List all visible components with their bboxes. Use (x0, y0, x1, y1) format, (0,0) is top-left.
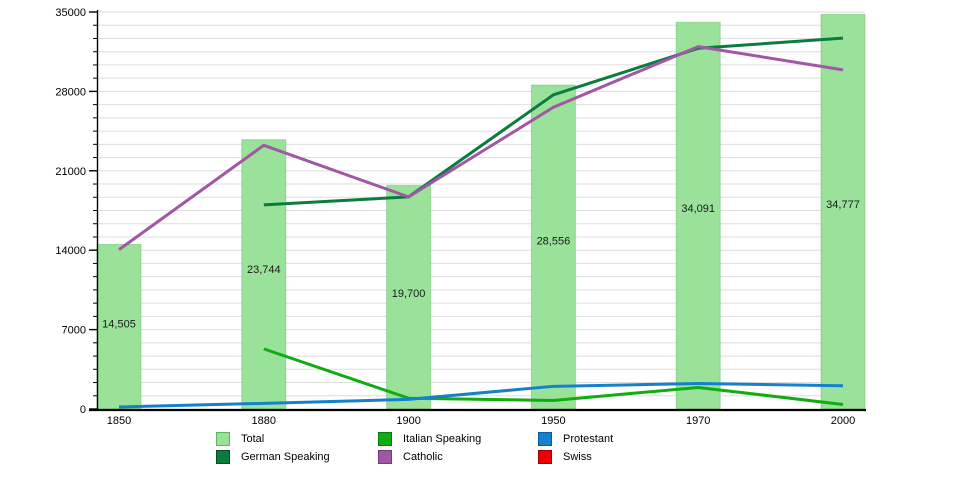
legend-swatch-icon (216, 432, 230, 446)
x-tick-label: 1880 (252, 415, 276, 427)
bar-value-label: 34,091 (681, 203, 715, 215)
y-tick-label: 7000 (62, 325, 86, 337)
legend-item-german-speaking: German Speaking (216, 448, 378, 466)
x-tick-label: 1950 (541, 415, 565, 427)
y-tick-label: 21000 (55, 166, 86, 178)
legend-item-italian-speaking: Italian Speaking (378, 430, 538, 448)
bar-value-label: 23,744 (247, 264, 281, 276)
legend-item-catholic: Catholic (378, 448, 538, 466)
bar-total-1900 (386, 185, 432, 410)
legend-swatch-icon (538, 450, 552, 464)
legend-item-protestant: Protestant (538, 430, 613, 448)
bar-total-1970 (675, 21, 721, 410)
chart-legend: Total Italian Speaking Protestant German Sp… (216, 430, 613, 466)
line-protestant (118, 381, 844, 409)
x-tick-label: 2000 (831, 415, 855, 427)
legend-label: Protestant (563, 432, 614, 445)
legend-item-swiss: Swiss (538, 448, 613, 466)
bar-total-1950 (530, 84, 576, 410)
bar-value-label: 14,505 (102, 318, 136, 330)
y-tick-label: 0 (80, 404, 86, 416)
line-catholic (118, 45, 844, 251)
legend-label: German Speaking (241, 450, 330, 463)
legend-label: Catholic (403, 450, 443, 463)
y-tick-label: 28000 (55, 86, 86, 98)
x-tick-label: 1900 (396, 415, 420, 427)
bar-total-1880 (241, 139, 287, 410)
line-italian-speaking (263, 347, 844, 406)
legend-swatch-icon (378, 432, 392, 446)
y-tick-label: 35000 (55, 7, 86, 19)
x-tick-label: 1850 (107, 415, 131, 427)
y-tick-label: 14000 (55, 245, 86, 257)
bar-total-1850 (96, 243, 142, 410)
bar-value-label: 28,556 (537, 236, 571, 248)
bar-total-2000 (820, 14, 866, 410)
line-german-speaking (263, 36, 844, 207)
legend-label: Swiss (563, 450, 592, 463)
bar-value-label: 19,700 (392, 288, 426, 300)
legend-swatch-icon (378, 450, 392, 464)
legend-label: Italian Speaking (403, 432, 482, 445)
bar-value-label: 34,777 (826, 199, 860, 211)
legend-label: Total (241, 432, 265, 445)
x-tick-label: 1970 (686, 415, 710, 427)
legend-item-total: Total (216, 430, 378, 448)
legend-swatch-icon (538, 432, 552, 446)
legend-swatch-icon (216, 450, 230, 464)
